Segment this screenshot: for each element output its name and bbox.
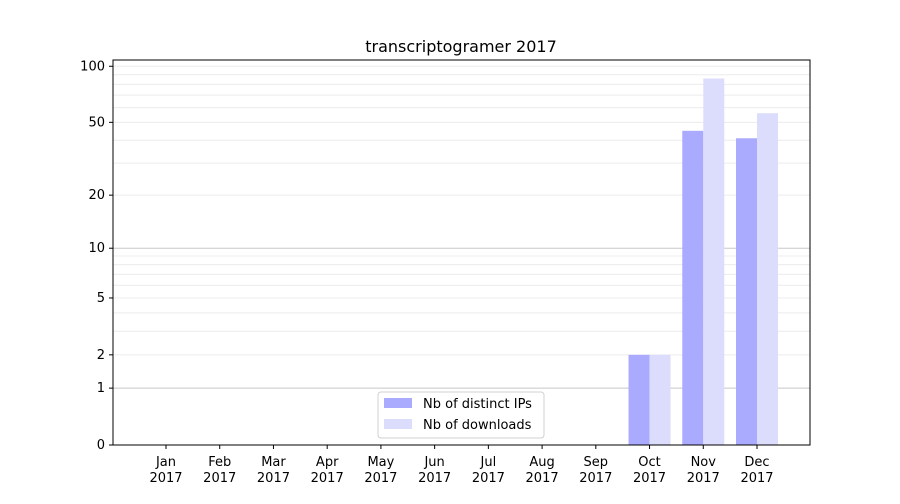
x-tick-label: Feb: [208, 455, 231, 470]
x-tick-label: Sep: [584, 455, 609, 470]
x-tick-label: 2017: [311, 471, 344, 486]
bar-downloads: [757, 113, 778, 445]
x-tick-label: Oct: [638, 455, 660, 470]
legend-swatch: [384, 419, 412, 429]
legend-box: [377, 391, 545, 439]
y-tick-label: 0: [97, 438, 105, 453]
x-tick-label: Nov: [691, 455, 717, 470]
x-tick-label: 2017: [633, 471, 666, 486]
x-tick-label: Apr: [316, 455, 339, 470]
legend-swatch: [384, 398, 412, 408]
x-tick-label: 2017: [472, 471, 505, 486]
x-tick-label: 2017: [257, 471, 290, 486]
x-tick-label: 2017: [418, 471, 451, 486]
x-tick-label: Aug: [529, 455, 554, 470]
x-tick-label: 2017: [149, 471, 182, 486]
x-tick-label: 2017: [364, 471, 397, 486]
x-tick-label: Jan: [155, 455, 176, 470]
y-tick-label: 1: [97, 381, 105, 396]
x-tick-label: 2017: [740, 471, 773, 486]
x-tick-label: Jul: [480, 455, 497, 470]
chart-title: transcriptogramer 2017: [365, 37, 557, 56]
legend-label: Nb of distinct IPs: [423, 397, 532, 412]
plot-frame: [112, 59, 811, 446]
y-tick-label: 5: [97, 291, 105, 306]
legend-label: Nb of downloads: [423, 418, 532, 433]
y-tick-label: 2: [97, 348, 105, 363]
x-tick-label: Dec: [744, 455, 769, 470]
x-tick-label: Mar: [261, 455, 286, 470]
x-tick-label: 2017: [526, 471, 559, 486]
bar-ips: [736, 138, 757, 445]
y-tick-label: 20: [88, 188, 105, 203]
y-tick-label: 50: [88, 115, 105, 130]
y-tick-label: 100: [80, 59, 105, 74]
bar-ips: [628, 354, 650, 445]
bar-ips: [682, 130, 704, 446]
x-tick-label: 2017: [203, 471, 236, 486]
y-tick-label: 10: [88, 241, 105, 256]
bar-downloads: [649, 354, 671, 445]
bar-downloads: [703, 78, 725, 446]
x-tick-label: 2017: [687, 471, 720, 486]
x-tick-label: Jun: [423, 455, 444, 470]
x-tick-label: 2017: [579, 471, 612, 486]
x-tick-label: May: [367, 455, 394, 470]
